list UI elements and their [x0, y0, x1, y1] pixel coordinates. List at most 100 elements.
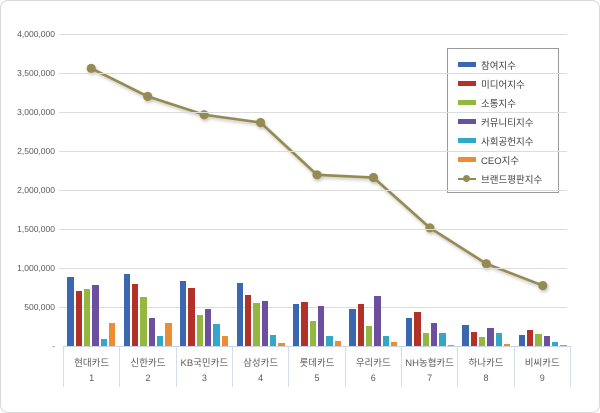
- line-point: [255, 117, 266, 128]
- legend-item: 사회공헌지수: [458, 131, 558, 150]
- category-name: 하나카드: [468, 357, 504, 369]
- line-point: [425, 223, 435, 233]
- bar: [293, 303, 300, 346]
- bar: [301, 302, 308, 346]
- bar: [462, 324, 469, 346]
- legend-label: 사회공헌지수: [481, 136, 534, 148]
- bar: [132, 283, 139, 346]
- bar: [439, 333, 446, 346]
- line-point: [368, 172, 379, 183]
- legend-item: 커뮤니티지수: [458, 112, 558, 131]
- bar: [75, 291, 82, 346]
- bar: [552, 342, 559, 346]
- bar: [221, 335, 229, 346]
- bar: [123, 274, 130, 346]
- gridline: [59, 268, 567, 269]
- bar: [205, 308, 212, 346]
- bar: [479, 337, 486, 346]
- bar: [100, 339, 107, 346]
- bar: [326, 336, 333, 346]
- legend-item: 참여지수: [458, 55, 558, 74]
- category-cell: 현대카드 1: [63, 347, 121, 387]
- category-cell: 우리카드 6: [346, 347, 402, 387]
- bar: [278, 342, 285, 346]
- category-cell: 하나카드 8: [458, 347, 515, 387]
- category-name: 현대카드: [74, 357, 110, 369]
- bar: [148, 317, 155, 346]
- legend-item: 소통지수: [458, 93, 558, 112]
- y-tick-label: 500,000: [24, 302, 55, 312]
- bar: [140, 297, 147, 346]
- bar: [318, 305, 325, 346]
- y-tick-label: 3,000,000: [17, 107, 55, 117]
- y-tick-label: 3,500,000: [17, 68, 55, 78]
- legend: 참여지수 미디어지수 소통지수 커뮤니티지수 사회공헌지수 CEO지수 브랜드평판지수: [447, 48, 559, 193]
- category-rank: 9: [539, 372, 545, 383]
- bar: [447, 344, 454, 346]
- bar: [414, 312, 421, 346]
- y-tick-label: 2,500,000: [17, 146, 55, 156]
- legend-item: CEO지수: [458, 150, 558, 169]
- y-tick-label: 1,000,000: [17, 263, 55, 273]
- category-name: 신한카드: [130, 357, 166, 369]
- category-name: 비씨카드: [524, 357, 560, 369]
- gridline: [59, 307, 567, 308]
- gridline: [59, 73, 567, 74]
- x-axis-table: 현대카드 1 신한카드 2 KB국민카드 3 삼성카드 4 롯데카드 5 우리카드 6 NH농협카드 7 하…: [63, 346, 571, 387]
- bar: [196, 314, 204, 346]
- category-cell: NH농협카드 7: [402, 347, 459, 387]
- bar: [518, 335, 526, 346]
- category-rank: 1: [89, 372, 95, 383]
- bar: [543, 336, 551, 346]
- line-point: [312, 170, 322, 180]
- legend-bar-swatch-icon: [458, 100, 476, 105]
- category-cell: 비씨카드 9: [515, 347, 571, 387]
- category-rank: 5: [314, 372, 320, 383]
- category-rank: 2: [145, 372, 151, 383]
- bar: [67, 277, 74, 346]
- bar: [405, 317, 413, 346]
- gridline: [59, 112, 567, 113]
- bar: [422, 332, 429, 346]
- bar: [366, 325, 373, 346]
- bar: [188, 288, 195, 346]
- line-point: [143, 91, 153, 101]
- gridline: [59, 229, 567, 230]
- bar: [165, 323, 172, 346]
- category-rank: 8: [483, 372, 489, 383]
- bar: [83, 289, 91, 346]
- y-tick-label: 1,500,000: [17, 224, 55, 234]
- category-name: 우리카드: [355, 357, 391, 369]
- y-tick-label: 4,000,000: [17, 29, 55, 39]
- y-tick-label: 2,000,000: [17, 185, 55, 195]
- bar: [430, 323, 438, 346]
- bar: [269, 335, 277, 346]
- bar: [253, 302, 260, 346]
- legend-line-swatch-icon: [458, 174, 476, 183]
- legend-bar-swatch-icon: [458, 119, 476, 124]
- bar: [527, 329, 534, 346]
- category-cell: 롯데카드 5: [289, 347, 346, 387]
- gridline: [59, 190, 567, 191]
- bar: [535, 333, 542, 346]
- category-name: 롯데카드: [299, 357, 335, 369]
- legend-label: 소통지수: [481, 98, 516, 110]
- category-cell: 삼성카드 4: [233, 347, 290, 387]
- legend-bar-swatch-icon: [458, 138, 476, 143]
- category-cell: KB국민카드 3: [177, 347, 233, 387]
- bar: [108, 322, 116, 346]
- category-rank: 6: [370, 372, 376, 383]
- bar: [504, 343, 511, 346]
- category-name: NH농협카드: [405, 357, 454, 369]
- bar: [487, 328, 494, 346]
- legend-bar-swatch-icon: [458, 62, 476, 67]
- legend-label: 브랜드평판지수: [481, 174, 543, 186]
- category-name: 삼성카드: [243, 357, 279, 369]
- category-cell: 신한카드 2: [120, 347, 177, 387]
- bar: [157, 335, 164, 346]
- line-point: [538, 280, 548, 291]
- bar: [334, 340, 341, 346]
- y-tick-label: -: [52, 341, 55, 351]
